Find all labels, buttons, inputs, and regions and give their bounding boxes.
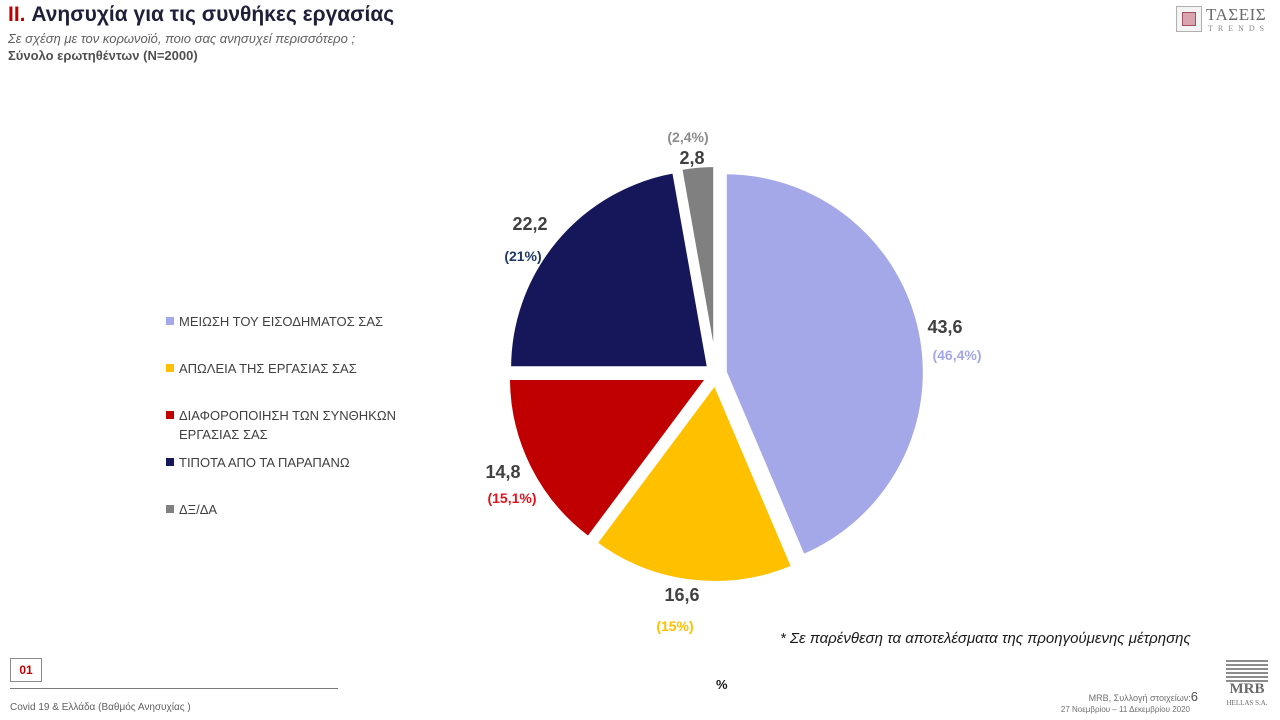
unit-label: % [716, 677, 728, 692]
legend-item: ΜΕΙΩΣΗ ΤΟΥ ΕΙΣΟΔΗΜΑΤΟΣ ΣΑΣ [166, 312, 436, 331]
slice-previous-label: (2,4%) [667, 129, 708, 145]
slice-value-label: 22,2 [512, 214, 547, 234]
fieldwork-dates: 27 Νοεμβρίου – 11 Δεκεμβρίου 2020 [1060, 705, 1190, 714]
pie-slice [593, 380, 796, 585]
legend-label: ΤΙΠΟΤΑ ΑΠΟ ΤΑ ΠΑΡΑΠΑΝΩ [179, 455, 350, 470]
slice-value-label: 2,8 [679, 148, 704, 168]
legend-swatch [166, 411, 174, 419]
slice-previous-label: (15%) [656, 618, 693, 634]
legend-swatch [166, 458, 174, 466]
slice-previous-label: (46,4%) [932, 347, 981, 363]
legend-item: ΑΠΩΛΕΙΑ ΤΗΣ ΕΡΓΑΣΙΑΣ ΣΑΣ [166, 359, 436, 378]
title-number: II. [8, 3, 26, 26]
mrb-sub-text: HELLAS S.A. [1226, 699, 1268, 707]
logo-stripes-icon [1226, 660, 1268, 684]
question-subtitle: Σε σχέση με τον κορωνοϊό, ποιο σας ανησυ… [8, 31, 356, 46]
pie-slice [507, 169, 712, 371]
legend-swatch [166, 364, 174, 372]
logo-square-icon [1176, 6, 1202, 32]
pie-slice [678, 163, 718, 368]
legend-label: ΑΠΩΛΕΙΑ ΤΗΣ ΕΡΓΑΣΙΑΣ ΣΑΣ [179, 361, 357, 376]
slice-value-label: 16,6 [664, 585, 699, 605]
legend-label: ΜΕΙΩΣΗ ΤΟΥ ΕΙΣΟΔΗΜΑΤΟΣ ΣΑΣ [179, 314, 384, 329]
legend-swatch [166, 505, 174, 513]
legend-item: ΔΞ/ΔΑ [166, 500, 436, 519]
sample-base: Σύνολο ερωτηθέντων (N=2000) [8, 48, 198, 63]
page-code-box: 01 [10, 658, 42, 682]
slice-value-label: 43,6 [927, 317, 962, 337]
logo-brand-text: ΤΑΣΕΙΣ [1206, 5, 1267, 24]
pie-slice [505, 376, 710, 541]
legend-label: ΔΙΑΦΟΡΟΠΟΙΗΣΗ ΤΩΝ ΣΥΝΘΗΚΩΝ ΕΡΓΑΣΙΑΣ ΣΑΣ [179, 408, 396, 442]
pie-slice [722, 170, 927, 559]
slice-previous-label: (15,1%) [487, 490, 536, 506]
source-text: MRB, Συλλογή στοιχείων: [1088, 693, 1191, 703]
footer-divider [10, 688, 338, 689]
legend-label: ΔΞ/ΔΑ [179, 502, 218, 517]
data-source: MRB, Συλλογή στοιχείων:6 [1068, 689, 1198, 704]
logo-sub-text: TRENDS [1208, 24, 1270, 33]
legend-swatch [166, 317, 174, 325]
slice-value-label: 14,8 [485, 462, 520, 482]
tasis-trends-logo: ΤΑΣΕΙΣ TRENDS [1176, 5, 1272, 33]
legend-item: ΤΙΠΟΤΑ ΑΠΟ ΤΑ ΠΑΡΑΠΑΝΩ [166, 453, 436, 472]
mrb-logo: MRB HELLAS S.A. [1226, 660, 1268, 712]
footer-title: Covid 19 & Ελλάδα (Βαθμός Ανησυχίας ) [10, 702, 191, 713]
mrb-brand-text: MRB [1229, 681, 1265, 697]
page-title: II. Ανησυχία για τις συνθήκες εργασίας [8, 3, 394, 27]
legend-item: ΔΙΑΦΟΡΟΠΟΙΗΣΗ ΤΩΝ ΣΥΝΘΗΚΩΝ ΕΡΓΑΣΙΑΣ ΣΑΣ [166, 406, 436, 444]
slice-previous-label: (21%) [504, 248, 541, 264]
title-text: Ανησυχία για τις συνθήκες εργασίας [31, 3, 395, 26]
page-number: 6 [1190, 689, 1198, 704]
footnote: * Σε παρένθεση τα αποτελέσματα της προηγ… [780, 630, 1191, 647]
